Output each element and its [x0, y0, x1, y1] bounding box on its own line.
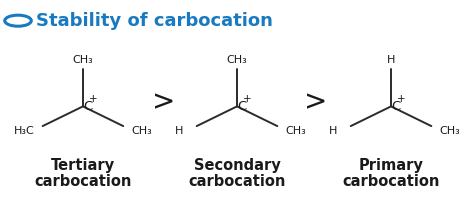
Text: H: H	[174, 126, 183, 136]
Text: C: C	[83, 100, 92, 113]
Text: C: C	[237, 100, 246, 113]
Text: Stability of carbocation: Stability of carbocation	[36, 12, 273, 30]
Text: H: H	[328, 126, 337, 136]
Text: +: +	[397, 94, 406, 103]
Text: CH₃: CH₃	[73, 55, 93, 65]
Text: CH₃: CH₃	[227, 55, 247, 65]
Text: H₃C: H₃C	[14, 126, 35, 136]
Text: C: C	[391, 100, 401, 113]
Text: >: >	[303, 88, 327, 116]
Text: Primary
carbocation: Primary carbocation	[342, 158, 440, 189]
Text: CH₃: CH₃	[131, 126, 152, 136]
Text: Tertiary
carbocation: Tertiary carbocation	[34, 158, 132, 189]
Text: H: H	[387, 55, 395, 65]
Text: +: +	[89, 94, 98, 103]
Text: CH₃: CH₃	[439, 126, 460, 136]
Text: >: >	[152, 88, 175, 116]
Text: Secondary
carbocation: Secondary carbocation	[188, 158, 286, 189]
Text: +: +	[243, 94, 252, 103]
Text: CH₃: CH₃	[285, 126, 306, 136]
